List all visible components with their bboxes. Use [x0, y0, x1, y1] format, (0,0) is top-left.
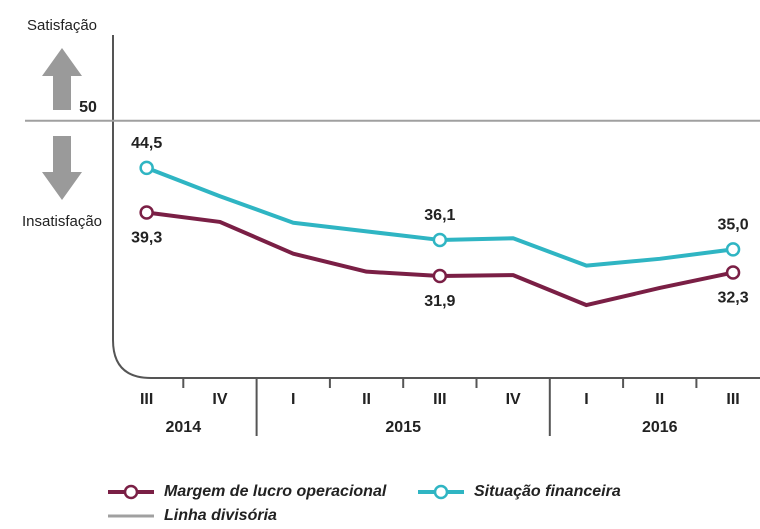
- reference-label: 50: [79, 99, 97, 116]
- legend-label: Margem de lucro operacional: [164, 483, 387, 500]
- x-tick-label: III: [140, 391, 153, 408]
- x-tick-label: III: [726, 391, 739, 408]
- annotation: Insatisfação: [22, 213, 102, 230]
- point-marker: [139, 160, 154, 176]
- x-tick-label: I: [584, 391, 588, 408]
- data-label: 36,1: [424, 207, 455, 224]
- x-group-label: 2015: [385, 419, 421, 436]
- data-label: 35,0: [717, 217, 748, 234]
- data-label: 44,5: [131, 135, 162, 152]
- point-marker: [139, 205, 154, 220]
- legend-label: Linha divisória: [164, 507, 277, 524]
- x-group-label: 2016: [642, 419, 678, 436]
- x-tick-label: III: [433, 391, 446, 408]
- legend-marker: [123, 484, 139, 500]
- up-arrow: [42, 48, 82, 110]
- x-tick-label: I: [291, 391, 295, 408]
- down-arrow: [42, 136, 82, 200]
- legend-label: Situação financeira: [474, 483, 621, 500]
- legend-marker: [433, 484, 449, 500]
- data-label: 32,3: [717, 290, 748, 307]
- data-label: 31,9: [424, 293, 455, 310]
- point-marker: [432, 268, 448, 284]
- x-tick-label: II: [655, 391, 664, 408]
- axis-line: [112, 35, 760, 379]
- point-marker: [725, 265, 741, 280]
- point-marker: [725, 242, 741, 257]
- point-marker: [432, 232, 448, 248]
- x-tick-label: IV: [506, 391, 521, 408]
- annotation: Satisfação: [27, 17, 97, 34]
- data-label: 39,3: [131, 230, 162, 247]
- x-group-label: 2014: [166, 419, 202, 436]
- x-tick-label: II: [362, 391, 371, 408]
- x-tick-label: IV: [212, 391, 227, 408]
